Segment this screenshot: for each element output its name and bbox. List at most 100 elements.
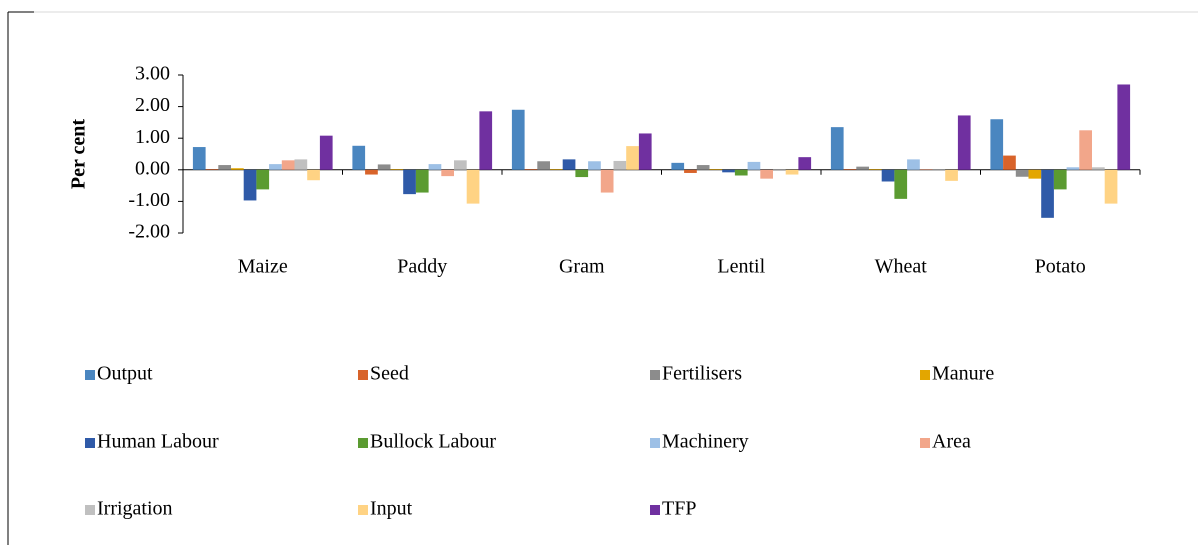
bar <box>441 169 454 177</box>
bar <box>352 145 366 170</box>
bar <box>218 165 231 170</box>
bar <box>1041 169 1054 218</box>
legend-key <box>650 505 660 515</box>
legend-label: Manure <box>932 363 994 385</box>
y-tick-label: 2.00 <box>135 94 170 116</box>
bar <box>1079 130 1092 170</box>
bar <box>684 169 697 173</box>
bar <box>600 169 614 193</box>
bar <box>281 160 295 170</box>
bar <box>638 133 652 170</box>
x-tick-label: Gram <box>559 256 605 278</box>
bar <box>722 169 735 173</box>
bar <box>843 169 857 170</box>
legend-key <box>650 370 660 380</box>
bar <box>454 160 467 170</box>
bar <box>830 127 844 170</box>
bar <box>562 159 576 170</box>
bar <box>760 169 773 179</box>
bar <box>588 161 601 170</box>
bar <box>785 169 799 175</box>
bar <box>881 169 895 182</box>
bar <box>231 168 244 170</box>
x-tick-label: Lentil <box>717 256 765 278</box>
bar <box>626 146 639 170</box>
bar <box>894 169 908 199</box>
bar <box>256 169 270 190</box>
bar <box>377 164 391 170</box>
bar <box>773 169 786 170</box>
bar <box>403 169 416 195</box>
x-tick-label: Maize <box>238 256 288 278</box>
bar <box>269 164 282 170</box>
legend-label: Area <box>932 431 971 453</box>
bar <box>709 169 723 170</box>
bar <box>613 160 627 170</box>
x-tick-label: Paddy <box>397 256 447 278</box>
bar <box>294 159 308 170</box>
bar <box>1066 167 1080 170</box>
legend-key <box>920 438 930 448</box>
bar <box>932 169 946 170</box>
legend-label: TFP <box>662 498 696 520</box>
bar <box>192 147 206 170</box>
legend-key <box>85 438 95 448</box>
bar <box>747 161 761 170</box>
bar <box>415 169 429 193</box>
bar <box>1015 169 1029 177</box>
bar <box>957 115 971 170</box>
bar <box>524 169 538 170</box>
legend-key <box>85 370 95 380</box>
y-tick-label: -1.00 <box>128 189 170 211</box>
legend-label: Irrigation <box>97 498 173 520</box>
bar <box>869 169 882 170</box>
legend-label: Seed <box>370 363 409 385</box>
legend-key <box>358 370 368 380</box>
bar <box>1104 169 1118 204</box>
y-tick-label: 0.00 <box>135 157 170 179</box>
legend-key <box>920 370 930 380</box>
bar <box>365 169 378 175</box>
legend-label: Fertilisers <box>662 363 742 385</box>
bar <box>466 169 480 204</box>
y-axis-label: Per cent <box>68 119 90 189</box>
legend-label: Input <box>370 498 413 520</box>
bar <box>428 164 442 170</box>
bar <box>243 169 257 201</box>
legend-key <box>358 438 368 448</box>
y-tick-label: 1.00 <box>135 126 170 148</box>
bar <box>919 169 933 170</box>
bar <box>907 159 920 170</box>
x-tick-label: Potato <box>1035 256 1086 278</box>
legend-key <box>358 505 368 515</box>
bar <box>205 169 219 170</box>
y-tick-label: 3.00 <box>135 63 170 85</box>
bar <box>319 135 333 170</box>
bar <box>1053 169 1067 190</box>
bar <box>734 169 748 176</box>
legend-label: Human Labour <box>97 431 219 453</box>
bar <box>671 162 685 170</box>
legend-key <box>85 505 95 515</box>
bar <box>550 169 563 170</box>
bar <box>1003 155 1016 170</box>
legend-label: Machinery <box>662 431 749 453</box>
bar <box>1092 167 1105 170</box>
bar <box>307 169 320 181</box>
bar <box>990 119 1004 170</box>
bar <box>798 157 812 170</box>
bar <box>856 166 869 170</box>
bar <box>537 161 550 170</box>
bar <box>575 169 589 178</box>
bar <box>1117 84 1131 170</box>
x-tick-label: Wheat <box>875 256 928 278</box>
y-tick-label: -2.00 <box>128 221 170 243</box>
legend-label: Bullock Labour <box>370 431 496 453</box>
legend-key <box>650 438 660 448</box>
bar <box>945 169 958 181</box>
bar <box>390 169 404 170</box>
bar <box>1028 169 1042 179</box>
bar <box>696 165 710 170</box>
